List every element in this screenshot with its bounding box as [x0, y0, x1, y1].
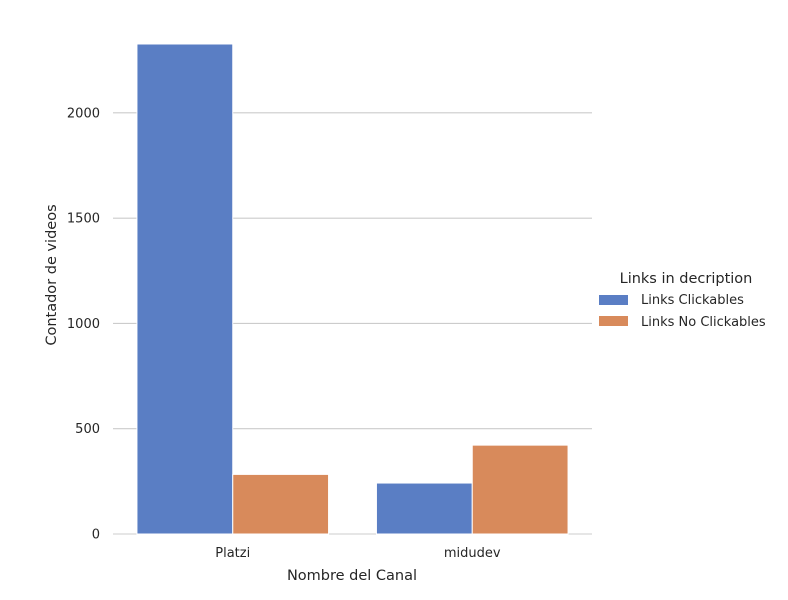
- bars: [136, 43, 569, 535]
- x-tick-labels: Platzi midudev: [215, 546, 501, 561]
- legend-label-links-clickables: Links Clickables: [641, 293, 744, 308]
- y-tick-label: 1000: [67, 317, 100, 332]
- legend-label-links-no-clickables: Links No Clickables: [641, 315, 766, 330]
- legend-swatch-links-clickables: [599, 295, 628, 305]
- legend: Links in decription Links Clickables Lin…: [599, 271, 766, 330]
- y-tick-label: 500: [75, 422, 100, 437]
- y-axis-label: Contador de videos: [44, 204, 60, 345]
- y-tick-label: 2000: [67, 106, 100, 121]
- bar-platzi-series-1: [232, 473, 330, 535]
- legend-title: Links in decription: [620, 271, 753, 287]
- legend-swatch-links-no-clickables: [599, 316, 628, 326]
- x-axis-label: Nombre del Canal: [287, 568, 417, 584]
- x-tick-label: midudev: [444, 546, 501, 561]
- bar-platzi-series-0: [136, 43, 234, 535]
- x-tick-label: Platzi: [215, 546, 250, 561]
- y-tick-label: 1500: [67, 212, 100, 227]
- bar-midudev-series-1: [471, 444, 569, 535]
- bar-midudev-series-0: [375, 482, 473, 535]
- y-tick-labels: 0 500 1000 1500 2000: [67, 106, 100, 542]
- y-tick-label: 0: [92, 528, 100, 543]
